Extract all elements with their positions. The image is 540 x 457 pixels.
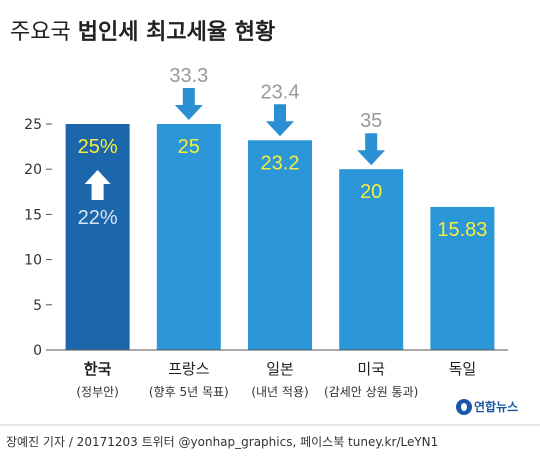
previous-value-label: 35 <box>360 110 382 132</box>
bar <box>65 124 130 350</box>
bar <box>248 140 312 350</box>
value-label: 23.2 <box>261 152 300 174</box>
category-note: (내년 적용) <box>251 385 308 399</box>
value-label: 15.83 <box>437 219 487 241</box>
y-tick-label: 15 <box>24 207 42 223</box>
y-tick-label: 20 <box>24 162 42 178</box>
y-tick-label: 5 <box>33 298 42 314</box>
up-arrow-icon <box>84 170 111 200</box>
category-note: (향후 5년 목표) <box>149 385 229 399</box>
down-arrow-icon <box>266 104 294 137</box>
bar <box>430 206 495 350</box>
y-tick-label: 10 <box>24 253 42 269</box>
category-note: (감세안 상원 통과) <box>324 385 418 399</box>
category-label: 독일 <box>449 360 477 378</box>
y-tick-label: 0 <box>33 343 42 359</box>
logo-text: 연합뉴스 <box>474 400 519 414</box>
value-label: 25 <box>178 136 200 158</box>
chart-title: 주요국 법인세 최고세율 현황 <box>10 14 275 46</box>
footer-credit: 장예진 기자 / 20171203 트위터 @yonhap_graphics, … <box>6 435 439 449</box>
category-label: 한국 <box>84 360 112 378</box>
down-arrow-icon <box>174 88 203 120</box>
category-label: 일본 <box>266 360 294 378</box>
logo-icon <box>456 398 472 415</box>
y-tick-label: 25 <box>24 117 42 133</box>
value-label: 25% <box>78 136 118 158</box>
title-regular: 주요국 <box>10 20 71 45</box>
bar <box>156 124 221 350</box>
bar <box>339 169 404 350</box>
category-label: 프랑스 <box>168 360 210 378</box>
title-bold: 법인세 최고세율 현황 <box>77 20 276 45</box>
yonhap-logo: 연합뉴스 <box>456 398 518 415</box>
previous-value-label: 22% <box>78 207 118 229</box>
value-label: 20 <box>360 181 382 203</box>
previous-value-label: 33.3 <box>169 65 208 87</box>
category-label: 미국 <box>357 360 385 378</box>
category-note: (정부안) <box>76 385 118 399</box>
previous-value-label: 23.4 <box>261 81 300 103</box>
down-arrow-icon <box>357 133 386 166</box>
